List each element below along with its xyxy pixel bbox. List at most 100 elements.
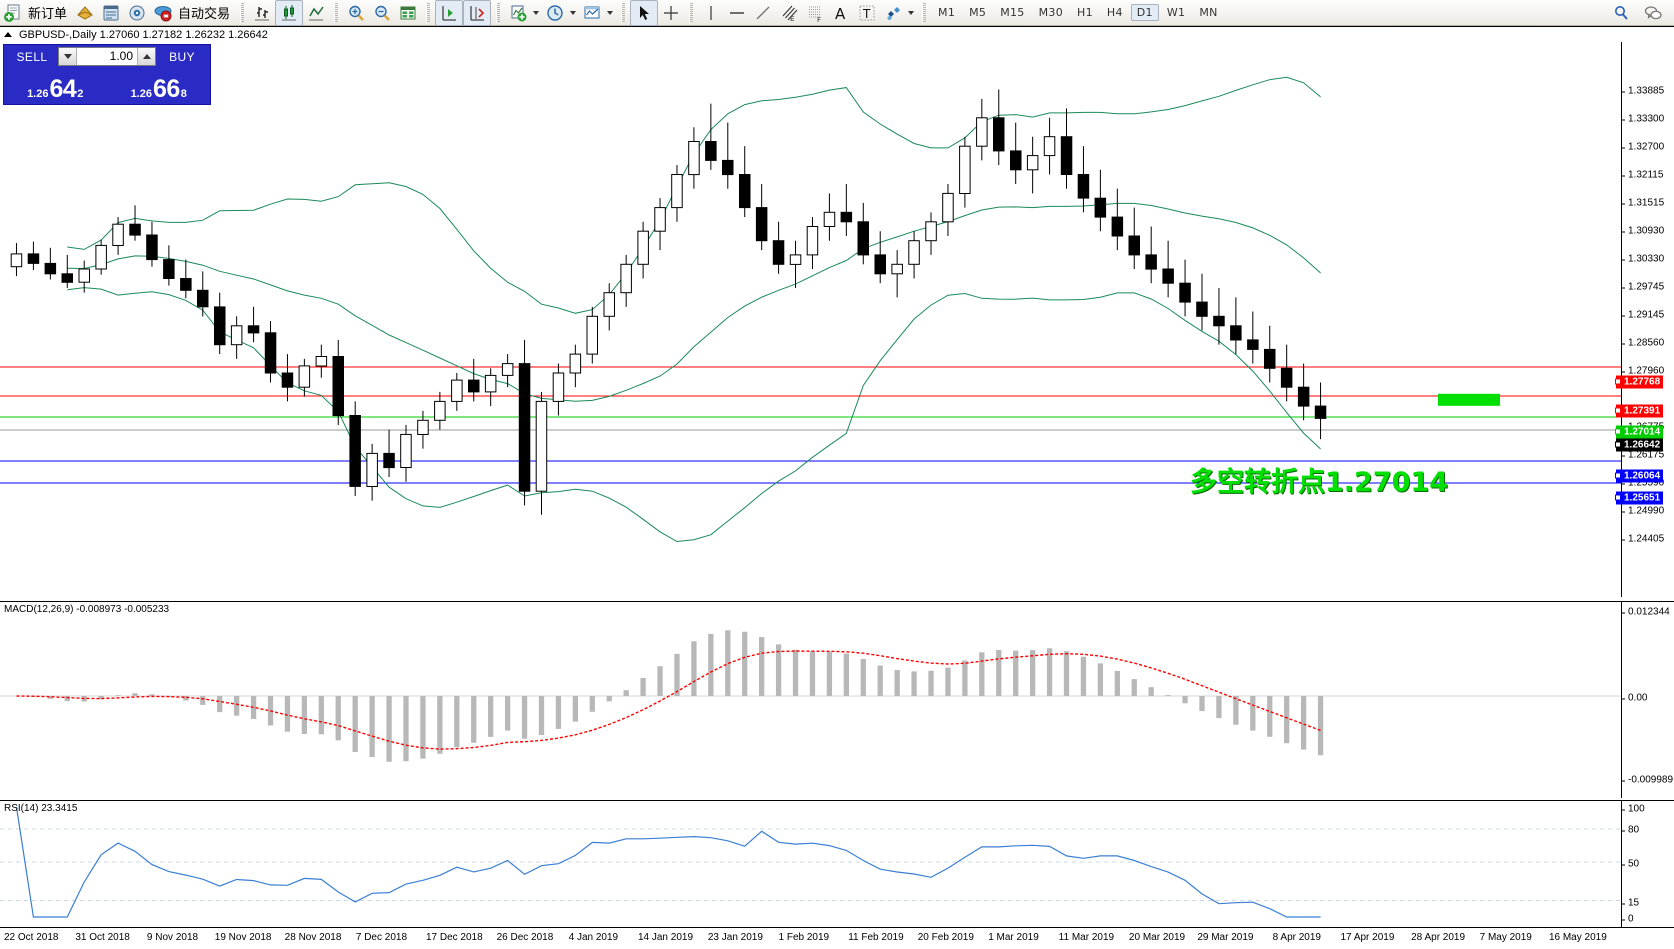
sell-button[interactable]: SELL	[16, 49, 48, 64]
text-button[interactable]: A	[828, 1, 854, 25]
new-order-label: 新订单	[28, 6, 68, 21]
price-level-label[interactable]: 1.25651	[1615, 491, 1664, 505]
volume-stepper[interactable]: 1.00	[58, 47, 156, 66]
time-axis-label: 11 Mar 2019	[1058, 932, 1115, 943]
timeframe-m1[interactable]: M1	[938, 6, 956, 19]
price-scale[interactable]: 1.33885 1.33300 1.32700 1.32115 1.31515 1.309…	[1615, 42, 1674, 597]
price-level-label[interactable]: 1.27768	[1615, 375, 1664, 389]
chevron-down-icon[interactable]	[570, 10, 577, 15]
market-watch-icon	[77, 5, 93, 20]
timeframe-d1[interactable]: D1	[1130, 4, 1159, 21]
zoom-in-icon	[349, 5, 364, 21]
market-watch-button[interactable]	[72, 1, 98, 25]
price-level-label[interactable]: 1.27014	[1615, 425, 1664, 439]
level-handle-icon[interactable]	[1615, 472, 1621, 479]
timeframe-group: M1 M5 M15 M30 H1 H4 D1 W1 MN	[931, 4, 1225, 21]
ask-quote[interactable]: 1.26 66 8	[108, 77, 211, 104]
bid-quote[interactable]: 1.26 64 2	[4, 77, 107, 104]
auto-scroll-icon	[470, 5, 485, 21]
zoom-out-icon	[375, 5, 390, 21]
grid-button[interactable]	[395, 1, 421, 25]
timeframe-m30[interactable]: M30	[1038, 6, 1063, 19]
trendline-button[interactable]	[750, 1, 776, 25]
bid-point: 2	[77, 88, 84, 100]
one-click-trading-panel[interactable]: SELL 1.00 BUY 1.26 64 2 1.26 66 8	[3, 44, 211, 105]
ask-pips: 66	[152, 75, 180, 103]
auto-scroll-button[interactable]	[463, 0, 492, 26]
price-pane[interactable]: 多空转折点1.27014 1.33885 1.33300 1.32700 1.3211…	[0, 42, 1674, 597]
shapes-button[interactable]	[880, 1, 917, 25]
level-handle-icon[interactable]	[1615, 441, 1621, 448]
price-level-label[interactable]: 1.27391	[1615, 404, 1664, 418]
timeframe-h4[interactable]: H4	[1106, 6, 1123, 19]
rsi-tick: 50	[1622, 859, 1639, 870]
macd-label: MACD(12,26,9) -0.008973 -0.005233	[4, 604, 170, 615]
timeframe-h1[interactable]: H1	[1077, 6, 1093, 19]
chevron-down-icon[interactable]	[908, 10, 915, 15]
rsi-tick: 100	[1622, 804, 1645, 815]
new-order-icon	[4, 4, 20, 22]
price-level-label[interactable]: 1.26642	[1615, 438, 1664, 452]
data-window-button[interactable]	[98, 1, 124, 25]
price-level-label[interactable]: 1.26064	[1615, 469, 1664, 483]
zoom-out-button[interactable]	[369, 1, 395, 25]
time-axis-label: 9 Nov 2018	[146, 932, 199, 943]
candlestick-chart-button[interactable]	[275, 0, 304, 26]
macd-pane[interactable]: MACD(12,26,9) -0.008973 -0.005233 0.0123…	[0, 601, 1674, 798]
navigator-button[interactable]	[124, 1, 150, 25]
templates-button[interactable]	[579, 1, 616, 25]
zoom-in-button[interactable]	[343, 1, 369, 25]
autotrading-button[interactable]: 自动交易	[150, 1, 235, 25]
buy-button[interactable]: BUY	[169, 49, 195, 64]
bar-chart-button[interactable]	[249, 1, 275, 25]
chevron-down-icon[interactable]	[607, 10, 614, 15]
rsi-plot-area[interactable]: RSI(14) 23.3415	[0, 801, 1621, 927]
time-axis-label: 29 Mar 2019	[1197, 932, 1254, 943]
templates-icon	[584, 6, 600, 18]
chart-window[interactable]: GBPUSD-,Daily 1.27060 1.27182 1.26232 1.…	[0, 26, 1674, 948]
timeframe-w1[interactable]: W1	[1166, 6, 1186, 19]
fibonacci-button[interactable]: F	[802, 1, 828, 25]
price-tick: 1.24405	[1622, 534, 1664, 545]
equidistant-channel-button[interactable]: E	[776, 1, 802, 25]
level-handle-icon[interactable]	[1615, 378, 1621, 385]
price-tick: 1.33885	[1622, 86, 1664, 97]
vertical-line-button[interactable]	[698, 1, 724, 25]
time-axis-label: 20 Mar 2019	[1128, 932, 1186, 943]
search-button[interactable]	[1608, 1, 1634, 25]
timeframe-mn[interactable]: MN	[1199, 6, 1218, 19]
time-axis-label: 14 Jan 2019	[637, 932, 694, 943]
time-axis-label: 26 Dec 2018	[496, 932, 554, 943]
time-axis-label: 28 Nov 2018	[284, 932, 342, 943]
level-handle-icon[interactable]	[1615, 494, 1621, 501]
price-plot-area[interactable]: 多空转折点1.27014	[0, 42, 1621, 597]
crosshair-button[interactable]	[658, 1, 684, 25]
rsi-pane[interactable]: RSI(14) 23.3415 100 80 50 15 0	[0, 800, 1674, 927]
indicators-button[interactable]	[505, 1, 542, 25]
level-handle-icon[interactable]	[1615, 407, 1621, 414]
price-tick: 1.24990	[1622, 506, 1664, 517]
line-chart-button[interactable]	[303, 1, 329, 25]
new-order-button[interactable]: 新订单	[0, 1, 72, 25]
collapse-triangle-icon[interactable]	[4, 32, 12, 37]
timeframe-m15[interactable]: M15	[1000, 6, 1025, 19]
chat-button[interactable]	[1640, 1, 1666, 25]
time-axis-label: 7 May 2019	[1479, 932, 1532, 943]
horizontal-line-button[interactable]	[724, 1, 750, 25]
periods-icon	[547, 4, 563, 21]
volume-decrease-button[interactable]	[59, 48, 77, 65]
cursor-button[interactable]	[630, 0, 659, 26]
volume-increase-button[interactable]	[137, 48, 155, 65]
text-label-button[interactable]: T	[854, 1, 880, 25]
volume-value[interactable]: 1.00	[109, 49, 133, 63]
price-tick: 1.28560	[1622, 338, 1664, 349]
chart-shift-button[interactable]	[435, 0, 464, 26]
vertical-line-icon	[710, 5, 712, 20]
toolbar-separator	[922, 2, 927, 23]
macd-plot-area[interactable]: MACD(12,26,9) -0.008973 -0.005233	[0, 602, 1621, 798]
level-handle-icon[interactable]	[1615, 428, 1621, 435]
time-axis-label: 16 May 2019	[1548, 932, 1607, 943]
timeframe-m5[interactable]: M5	[969, 6, 987, 19]
periods-button[interactable]	[542, 1, 579, 25]
chevron-down-icon[interactable]	[533, 10, 540, 15]
